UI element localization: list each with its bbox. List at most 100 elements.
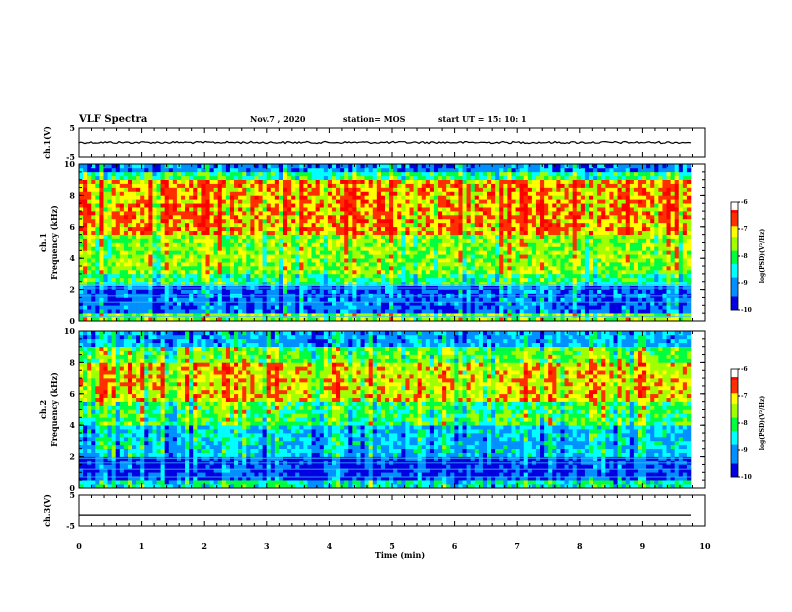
spectrogram-cell: [193, 254, 198, 259]
spectrogram-cell: [152, 313, 157, 318]
spectrogram-cell: [283, 238, 288, 243]
spectrogram-cell: [164, 309, 170, 314]
spectrogram-cell: [250, 273, 255, 279]
spectrogram-cell: [458, 218, 463, 224]
spectrogram-cell: [442, 179, 447, 184]
spectrogram-cell: [238, 301, 243, 306]
spectrogram-cell: [315, 230, 321, 235]
spectrogram-cell: [79, 195, 84, 200]
spectrogram-cell: [299, 226, 304, 232]
spectrogram-cell: [234, 305, 239, 310]
spectrogram-cell: [466, 289, 471, 294]
spectrogram-cell: [442, 254, 447, 259]
spectrogram-cell: [274, 234, 280, 239]
spectrogram-cell: [356, 175, 361, 180]
spectrogram-cell: [172, 289, 178, 294]
spectrogram-cell: [515, 238, 520, 243]
spectrogram-cell: [168, 246, 174, 251]
spectrogram-cell: [401, 242, 406, 247]
spectrogram-cell: [246, 199, 251, 204]
spectrogram-cell: [499, 317, 504, 322]
spectrogram-cell: [540, 203, 545, 208]
spectrogram-cell: [376, 211, 382, 216]
spectrogram-cell: [217, 226, 223, 232]
spectrogram-cell: [99, 309, 104, 314]
spectrogram-cell: [446, 289, 451, 294]
spectrogram-cell: [340, 250, 345, 255]
spectrogram-cell: [503, 171, 508, 177]
spectrogram-cell: [511, 246, 516, 251]
spectrogram-cell: [478, 262, 484, 267]
spectrogram-cell: [421, 234, 427, 239]
spectrogram-cell: [446, 242, 451, 247]
spectrogram-cell: [283, 179, 288, 184]
spectrogram-cell: [315, 254, 321, 259]
spectrogram-cell: [340, 195, 345, 200]
spectrogram-cell: [466, 313, 471, 318]
spectrogram-cell: [209, 242, 214, 247]
spectrogram-cell: [491, 262, 496, 267]
spectrogram-cell: [217, 266, 223, 271]
spectrogram-cell: [527, 171, 533, 177]
spectrogram-cell: [254, 175, 259, 180]
spectrogram-cell: [535, 289, 541, 294]
spectrogram-cell: [421, 269, 427, 275]
spectrogram-cell: [238, 269, 243, 275]
spectrogram-cell: [144, 215, 149, 220]
spectrogram-cell: [429, 199, 435, 204]
spectrogram-cell: [148, 246, 153, 251]
spectrogram-cell: [136, 262, 141, 267]
spectrogram-cell: [572, 266, 578, 271]
spectrogram-cell: [487, 230, 492, 235]
spectrogram-cell: [91, 301, 96, 306]
spectrogram-cell: [442, 191, 447, 196]
spectrogram-cell: [560, 266, 565, 271]
spectrogram-cell: [527, 187, 533, 192]
spectrogram-cell: [323, 297, 329, 302]
spectrogram-cell: [299, 305, 304, 310]
spectrogram-cell: [217, 246, 223, 251]
spectrogram-cell: [503, 250, 508, 255]
spectrogram-cell: [140, 313, 145, 318]
spectrogram-cell: [417, 203, 423, 208]
spectrogram-cell: [401, 222, 406, 228]
spectrogram-cell: [564, 230, 569, 235]
spectrogram-cell: [446, 164, 451, 169]
spectrogram-cell: [482, 183, 488, 188]
spectrogram-cell: [193, 183, 198, 188]
spectrogram-cell: [323, 211, 329, 216]
spectrogram-cell: [213, 266, 219, 271]
spectrogram-cell: [168, 222, 174, 228]
spectrogram-cell: [491, 164, 496, 169]
spectrogram-cell: [103, 250, 108, 255]
spectrogram-cell: [238, 313, 243, 318]
spectrogram-cell: [491, 305, 496, 310]
spectrogram-cell: [552, 289, 557, 294]
spectrogram-cell: [425, 297, 431, 302]
spectrogram-cell: [217, 179, 223, 184]
spectrogram-cell: [540, 218, 545, 224]
spectrogram-cell: [164, 242, 170, 247]
spectrogram-cell: [552, 171, 557, 177]
spectrogram-cell: [327, 230, 333, 235]
spectrogram-cell: [470, 273, 476, 279]
spectrogram-cell: [458, 305, 463, 310]
spectrogram-cell: [560, 301, 565, 306]
spectrogram-cell: [87, 167, 92, 173]
spectrogram-cell: [274, 175, 280, 180]
spectrogram-cell: [181, 171, 186, 177]
spectrogram-cell: [511, 187, 516, 192]
spectrogram-cell: [540, 250, 545, 255]
spectrogram-cell: [450, 273, 455, 279]
spectrogram-cell: [331, 183, 337, 188]
spectrogram-cell: [499, 262, 504, 267]
spectrogram-cell: [225, 262, 231, 267]
spectrogram-cell: [540, 309, 545, 314]
spectrogram-cell: [242, 242, 247, 247]
spectrogram-cell: [119, 277, 125, 283]
spectrogram-cell: [209, 301, 214, 306]
spectrogram-cell: [372, 187, 378, 192]
spectrogram-cell: [262, 171, 267, 177]
spectrogram-cell: [225, 246, 231, 251]
spectrogram-cell: [181, 238, 186, 243]
